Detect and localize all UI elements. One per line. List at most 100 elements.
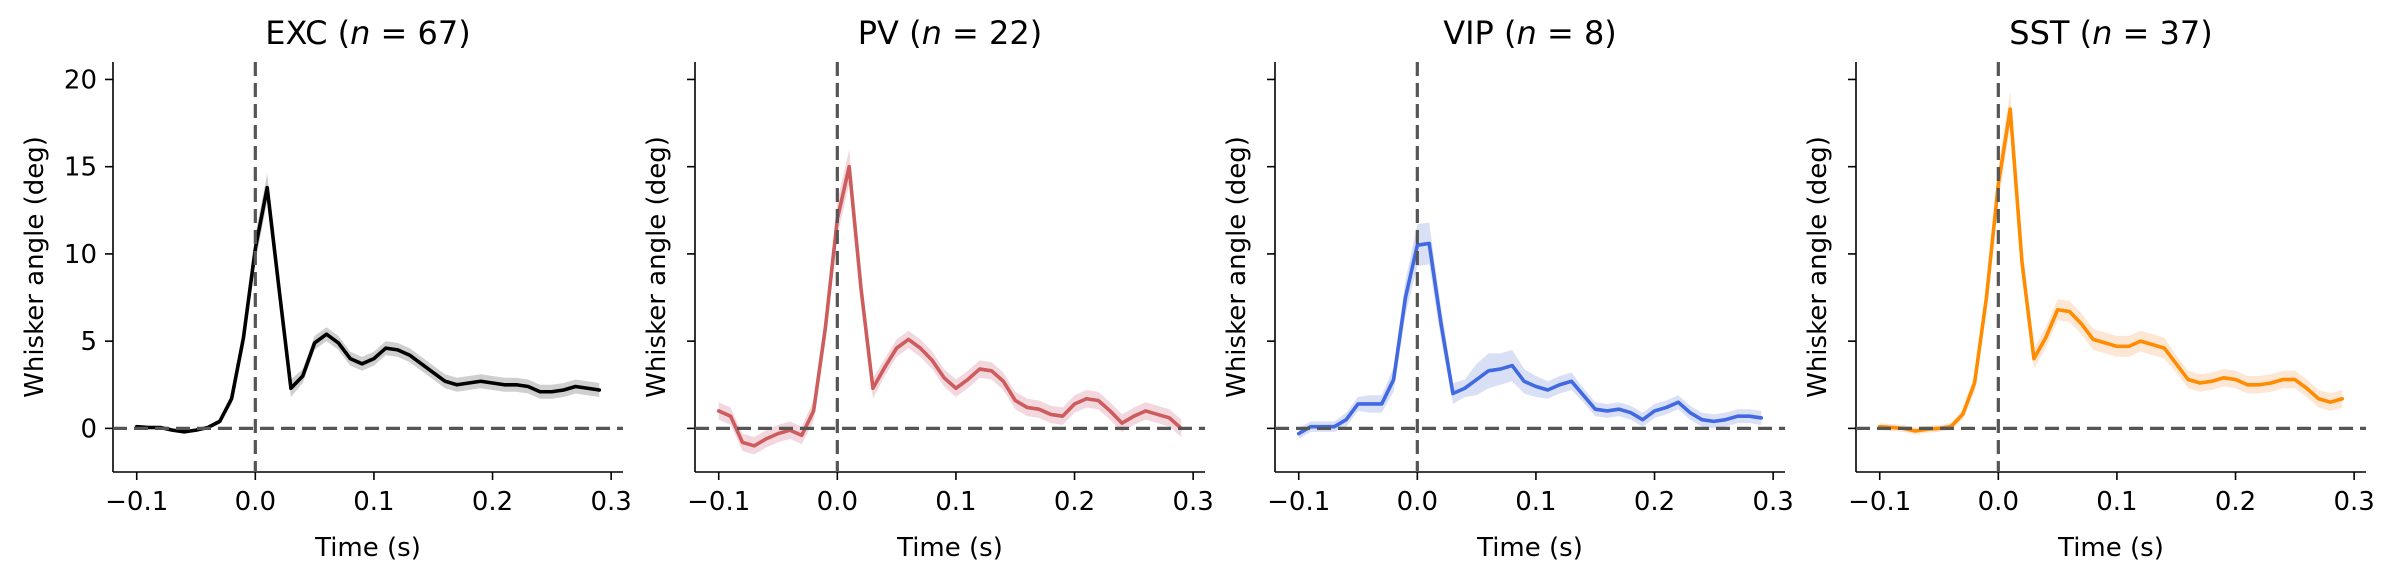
data-point xyxy=(1097,399,1100,402)
chart-title-n-value: = 8) xyxy=(1537,14,1617,52)
y-tick-label: 20 xyxy=(64,65,97,95)
data-point xyxy=(2163,347,2166,350)
data-point xyxy=(2139,340,2142,343)
data-point xyxy=(2056,308,2059,311)
data-point xyxy=(871,387,874,390)
data-point xyxy=(943,376,946,379)
x-axis-label: Time (s) xyxy=(896,533,1003,563)
data-point xyxy=(2092,338,2095,341)
data-point xyxy=(741,441,744,444)
data-point xyxy=(765,437,768,440)
data-point xyxy=(1144,409,1147,412)
x-tick-label: 0.1 xyxy=(935,487,976,517)
data-point xyxy=(1760,416,1763,419)
data-point xyxy=(2068,310,2071,313)
x-tick-label: −0.1 xyxy=(1848,487,1911,517)
data-point xyxy=(586,387,589,390)
data-point xyxy=(1736,415,1739,418)
data-point xyxy=(1653,409,1656,412)
y-tick-label: 10 xyxy=(64,240,97,270)
data-point xyxy=(919,347,922,350)
data-point xyxy=(2104,341,2107,344)
y-tick-label: 15 xyxy=(64,153,97,183)
data-point xyxy=(503,383,506,386)
x-tick-label: 0.3 xyxy=(590,487,631,517)
data-point xyxy=(455,383,458,386)
data-point xyxy=(1392,378,1395,381)
data-point xyxy=(2210,380,2213,383)
chart-title-n-symbol: n xyxy=(2092,14,2112,52)
chart-panel-0: EXC (n = 67) 0 5 10 15 20 −0.1 0.0 0.1 0.2 0.3 Time… xyxy=(20,14,632,563)
data-point xyxy=(2080,322,2083,325)
data-point xyxy=(990,369,993,372)
x-tick-label: 0.0 xyxy=(817,487,858,517)
data-point xyxy=(2032,357,2035,360)
data-point xyxy=(1002,380,1005,383)
x-tick-label: 0.1 xyxy=(353,487,394,517)
data-point xyxy=(931,359,934,362)
data-point xyxy=(2234,378,2237,381)
data-point xyxy=(491,382,494,385)
data-point xyxy=(1428,242,1431,245)
data-point xyxy=(420,362,423,365)
chart-title: SST (n = 37) xyxy=(2009,14,2212,52)
data-point xyxy=(1475,378,1478,381)
data-point xyxy=(230,397,233,400)
data-point xyxy=(266,186,269,189)
x-tick-label: −0.1 xyxy=(687,487,750,517)
data-point xyxy=(301,375,304,378)
data-point xyxy=(2175,362,2178,365)
data-point xyxy=(1558,383,1561,386)
error-band xyxy=(1298,222,1762,439)
data-point xyxy=(2021,261,2024,264)
data-point xyxy=(907,338,910,341)
chart-panel-2: VIP (n = 8) −0.1 0.0 0.1 0.2 0.3 Time (s) Whisk… xyxy=(1222,14,1794,563)
data-point xyxy=(527,385,530,388)
x-tick-label: −0.1 xyxy=(105,487,168,517)
data-point xyxy=(1404,296,1407,299)
data-point xyxy=(1073,402,1076,405)
x-tick-label: 0.1 xyxy=(2096,487,2137,517)
data-point xyxy=(1665,406,1668,409)
chart-title-main: SST ( xyxy=(2009,14,2092,52)
data-point xyxy=(860,287,863,290)
data-point xyxy=(218,420,221,423)
chart-title-main: PV ( xyxy=(858,14,922,52)
data-point xyxy=(2187,378,2190,381)
chart-title: PV (n = 22) xyxy=(858,14,1042,52)
data-point xyxy=(2281,378,2284,381)
data-point xyxy=(1724,418,1727,421)
data-point xyxy=(1368,402,1371,405)
data-point xyxy=(1606,409,1609,412)
data-point xyxy=(574,385,577,388)
y-axis-label: Whisker angle (deg) xyxy=(20,136,50,398)
data-point xyxy=(1689,411,1692,414)
data-point xyxy=(372,357,375,360)
x-tick-label: 0.2 xyxy=(2215,487,2256,517)
data-point xyxy=(2305,387,2308,390)
data-point xyxy=(1061,415,1064,418)
data-point xyxy=(289,387,292,390)
data-point xyxy=(978,368,981,371)
chart-title: EXC (n = 67) xyxy=(265,14,470,52)
data-point xyxy=(1523,380,1526,383)
data-point xyxy=(1511,364,1514,367)
data-point xyxy=(2329,401,2332,404)
data-point xyxy=(1487,369,1490,372)
data-point xyxy=(396,348,399,351)
chart-title-n-symbol: n xyxy=(922,14,942,52)
data-point xyxy=(515,383,518,386)
data-point xyxy=(242,336,245,339)
data-point xyxy=(171,429,174,432)
data-point xyxy=(800,434,803,437)
data-point xyxy=(1026,406,1029,409)
error-band xyxy=(718,149,1182,455)
data-point xyxy=(1700,418,1703,421)
data-point xyxy=(598,389,601,392)
data-point xyxy=(2317,397,2320,400)
data-point xyxy=(1451,392,1454,395)
data-point xyxy=(1156,413,1159,416)
x-tick-label: 0.3 xyxy=(1752,487,1793,517)
data-point xyxy=(1677,401,1680,404)
x-tick-label: 0.3 xyxy=(1172,487,1213,517)
